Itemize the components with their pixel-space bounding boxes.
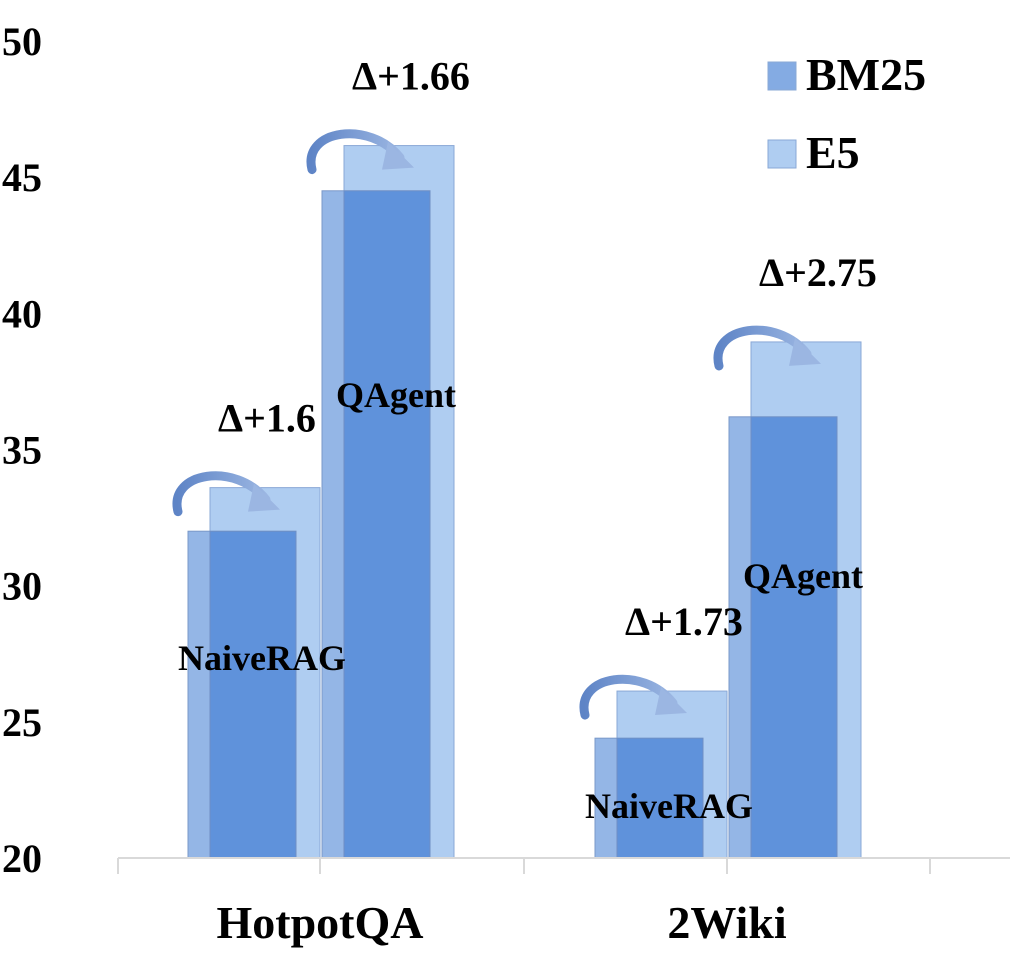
delta-annotations: Δ+1.6 Δ+1.66 Δ+1.73 Δ+2.75 [172, 54, 877, 720]
x-tick-label-hotpotqa: HotpotQA [217, 897, 424, 948]
delta-label-hotpotqa-qagent: Δ+1.66 [352, 54, 470, 99]
bar-overlap-hotpotqa-qagent [343, 190, 431, 859]
y-tick-label-25: 25 [2, 700, 42, 745]
method-label-2wiki-naiverag: NaiveRAG [585, 786, 753, 826]
bar-overlap-hotpotqa-naiverag [209, 530, 297, 859]
y-tick-label-45: 45 [2, 155, 42, 200]
delta-label-2wiki-naiverag: Δ+1.73 [625, 599, 743, 644]
y-tick-label-20: 20 [2, 836, 42, 881]
delta-arrow-head-2wiki-naiverag [655, 687, 687, 716]
legend: BM25 E5 [767, 49, 926, 178]
legend-swatch-e5 [767, 139, 797, 169]
delta-arrow-head-hotpotqa-qagent [382, 141, 414, 170]
method-label-2wiki-qagent: QAgent [743, 556, 863, 596]
legend-swatch-bm25 [767, 61, 797, 91]
y-tick-label-40: 40 [2, 291, 42, 336]
x-axis: HotpotQA 2Wiki [117, 857, 1010, 948]
legend-label-e5: E5 [806, 127, 860, 178]
x-tick-label-2wiki: 2Wiki [667, 897, 787, 948]
method-label-hotpotqa-naiverag: NaiveRAG [178, 638, 346, 678]
delta-arrow-head-hotpotqa-naiverag [248, 483, 280, 512]
method-label-hotpotqa-qagent: QAgent [336, 375, 456, 415]
method-labels: NaiveRAG QAgent NaiveRAG QAgent [178, 375, 863, 826]
bar-overlap-2wiki-qagent [750, 416, 838, 859]
delta-label-2wiki-qagent: Δ+2.75 [759, 250, 877, 295]
delta-arrow-head-2wiki-qagent [789, 337, 821, 366]
y-tick-label-50: 50 [2, 19, 42, 64]
y-tick-label-35: 35 [2, 428, 42, 473]
bars [187, 145, 862, 859]
y-tick-label-30: 30 [2, 564, 42, 609]
delta-label-hotpotqa-naiverag: Δ+1.6 [218, 396, 316, 441]
y-axis: 20 25 30 35 40 45 50 [2, 19, 42, 881]
legend-label-bm25: BM25 [806, 49, 926, 100]
